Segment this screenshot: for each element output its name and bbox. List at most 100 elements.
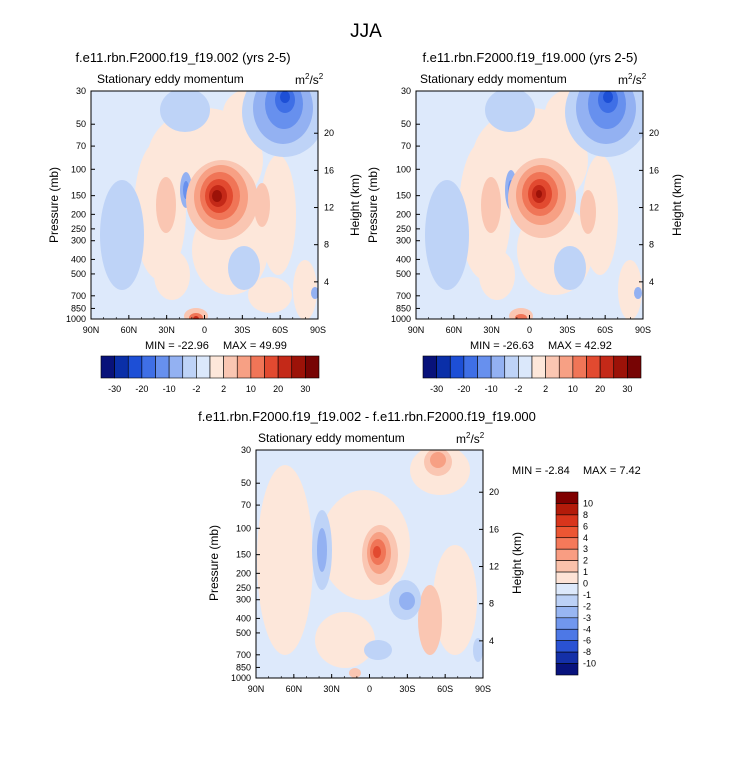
panel-1-colorbar: -30 -20 -10 -2 2 10 20 30 (100, 355, 320, 394)
panel-1-field (91, 91, 318, 319)
panel-1-ytick-label: 200 (71, 209, 86, 219)
panel-2-colorbar-label: 20 (595, 384, 605, 394)
panel-3-title: f.e11.rbn.F2000.f19_f19.002 - f.e11.rbn.… (198, 409, 536, 424)
panel-2-colorbar-swatch (477, 355, 492, 379)
panel-3-colorbar-label: -3 (583, 613, 591, 623)
panel-3: f.e11.rbn.F2000.f19_f19.002 - f.e11.rbn.… (198, 409, 641, 694)
panel-1-colorbar-swatch (277, 355, 293, 379)
panel-2-xtick-label: 90N (408, 325, 425, 335)
panel-1-xtick-label: 60S (272, 325, 288, 335)
panel-1-title: f.e11.rbn.F2000.f19_f19.002 (yrs 2-5) (75, 50, 290, 65)
panel-1-ytick-label: 850 (71, 303, 86, 313)
panel-2-ytick-label: 50 (401, 119, 411, 129)
panel-1-xtick-label: 90S (310, 325, 326, 335)
panel-1-ytick-label: 500 (71, 269, 86, 279)
panel-1-colorbar-swatch (141, 355, 156, 379)
panel-2-colorbar-label: 30 (622, 384, 632, 394)
panel-3-ytick-label: 300 (236, 595, 251, 605)
panel-2-xtick-label: 90S (635, 325, 651, 335)
panel-3-xtick-label: 60S (437, 684, 453, 694)
panel-1-ytick-right-label: 12 (324, 203, 334, 213)
main-title: JJA (350, 21, 382, 42)
panel-2-xtick-label: 60N (446, 325, 463, 335)
panel-3-colorbar-swatch (555, 491, 579, 504)
panel-2-ytick-right-label: 16 (649, 165, 659, 175)
panel-2-colorbar-swatch (545, 355, 560, 379)
panel-2-colorbar-label: 10 (568, 384, 578, 394)
panel-1-max: MAX = 49.99 (223, 340, 287, 352)
panel-2-colorbar: -30 -20 -10 -2 2 10 20 30 (422, 355, 642, 394)
panel-2-colorbar-swatch (490, 355, 506, 379)
panel-2-colorbar-swatch (436, 355, 451, 379)
panel-2-colorbar-swatch (572, 355, 587, 379)
panel-3-xtick-label: 60N (286, 684, 303, 694)
panel-1-colorbar-swatch (196, 355, 211, 379)
panel-2-ytick-right-label: 4 (649, 277, 654, 287)
panel-3-colorbar-swatch (555, 503, 579, 516)
panel-1-xtick-label: 30S (234, 325, 250, 335)
panel-3-colorbar-swatch (555, 651, 579, 664)
panel-1-ytick-label: 250 (71, 224, 86, 234)
panel-3-colorbar-label: 4 (583, 533, 588, 543)
panel-2-field (416, 91, 643, 319)
panel-2-ytick-label: 400 (396, 254, 411, 264)
panel-1-colorbar-label: 30 (300, 384, 310, 394)
panel-3-field (256, 450, 483, 678)
panel-3-colorbar-swatch (555, 594, 579, 607)
panel-2-colorbar-swatch (613, 355, 628, 379)
panel-1-ytick-label: 400 (71, 254, 86, 264)
panel-1-colorbar-swatch (236, 355, 252, 379)
panel-1-ylabel: Pressure (mb) (47, 167, 61, 243)
panel-3-colorbar-label: -2 (583, 601, 591, 611)
panel-3-ytick-right-label: 20 (489, 487, 499, 497)
panel-3-colorbar-label: 10 (583, 498, 593, 508)
panel-2-colorbar-label: -2 (514, 384, 522, 394)
panel-3-ytick-right-label: 12 (489, 562, 499, 572)
panel-3-colorbar-swatch (555, 526, 579, 539)
panel-1-colorbar-swatch (114, 355, 129, 379)
panel-2-ytick-label: 1000 (391, 314, 411, 324)
panel-3-colorbar-swatch (555, 560, 579, 573)
panel-2-xtick-label: 60S (597, 325, 613, 335)
panel-3-ytick-label: 70 (241, 500, 251, 510)
panel-1-colorbar-swatch (209, 355, 224, 379)
panel-1-ytick-label: 300 (71, 236, 86, 246)
panel-3-ytick-label: 1000 (231, 673, 251, 683)
panel-2-ytick-right-label: 8 (649, 240, 654, 250)
panel-3-colorbar-label: 6 (583, 521, 588, 531)
panel-1-colorbar-label: -20 (135, 384, 148, 394)
panel-2-colorbar-swatch (586, 355, 601, 379)
panel-2-ytick-label: 200 (396, 209, 411, 219)
panel-1: f.e11.rbn.F2000.f19_f19.002 (yrs 2-5) St… (47, 50, 362, 394)
panel-1-colorbar-swatch (250, 355, 265, 379)
panel-3-ytick-label: 250 (236, 583, 251, 593)
panel-3-xtick-label: 0 (367, 684, 372, 694)
panel-2-xtick-label: 30N (483, 325, 500, 335)
panel-1-colorbar-label: 20 (273, 384, 283, 394)
panel-3-colorbar-swatch (555, 548, 579, 561)
panel-3-xtick-label: 90N (248, 684, 265, 694)
panel-1-colorbar-label: -10 (163, 384, 176, 394)
panel-2-colorbar-swatch (463, 355, 478, 379)
panel-1-colorbar-swatch (305, 355, 320, 379)
panel-1-xtick-label: 90N (83, 325, 100, 335)
panel-1-min: MIN = -22.96 (145, 340, 209, 352)
panel-2-colorbar-swatch (627, 355, 642, 379)
panel-3-colorbar-label: -10 (583, 659, 596, 669)
panel-2-colorbar-label: -10 (485, 384, 498, 394)
panel-1-ytick-right-label: 4 (324, 277, 329, 287)
panel-2-subtitle: Stationary eddy momentum (420, 72, 567, 86)
panel-3-ytick-label: 50 (241, 478, 251, 488)
panel-2-ytick-right-label: 20 (649, 128, 659, 138)
panel-3-units: m2/s2 (456, 431, 485, 446)
panel-2-ylabel: Pressure (mb) (366, 167, 380, 243)
panel-2-colorbar-swatch (422, 355, 437, 379)
panel-3-ytick-label: 30 (241, 445, 251, 455)
panel-2-ytick-label: 850 (396, 303, 411, 313)
panel-3-xtick-label: 30S (399, 684, 415, 694)
panel-2-xtick-label: 0 (527, 325, 532, 335)
panel-1-ytick-label: 30 (76, 86, 86, 96)
panel-3-colorbar-label: 2 (583, 556, 588, 566)
